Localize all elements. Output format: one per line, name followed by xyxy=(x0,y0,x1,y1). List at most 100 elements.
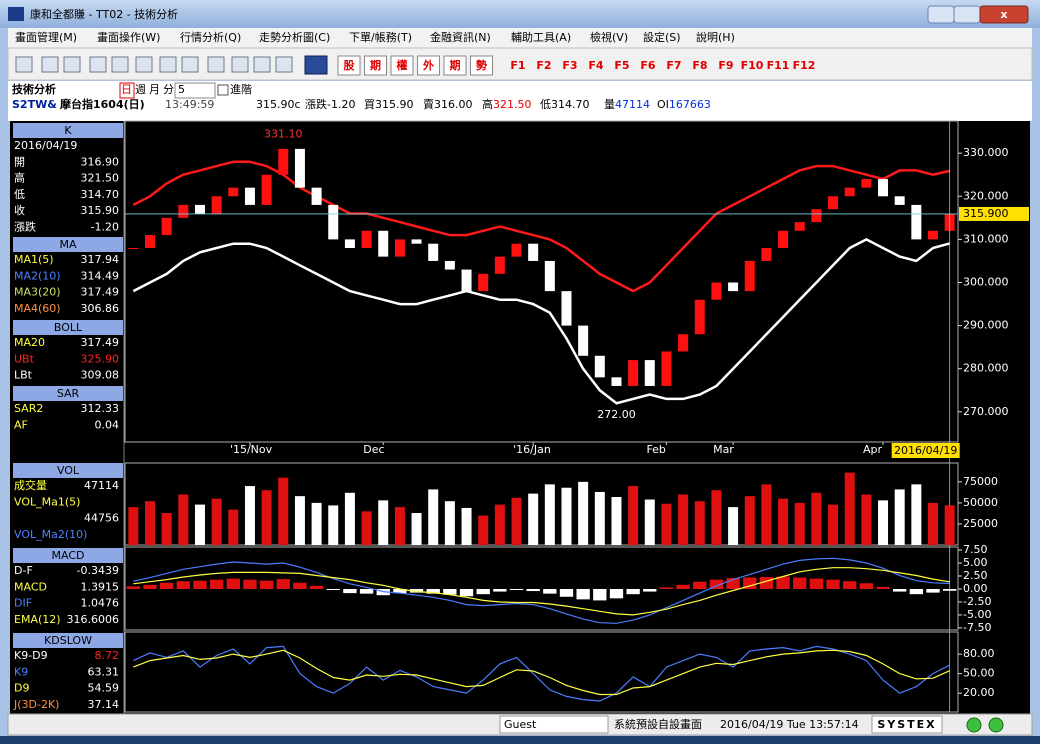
bar xyxy=(493,588,507,592)
candle xyxy=(644,360,655,386)
tool-icon[interactable] xyxy=(275,56,293,73)
function-key[interactable]: F2 xyxy=(536,59,551,72)
period-button[interactable]: 月 xyxy=(149,83,160,96)
bar xyxy=(211,498,222,545)
quote-label: OI xyxy=(657,98,669,111)
panel-label: UBt xyxy=(14,352,35,365)
menu-item[interactable]: 輔助工具(A) xyxy=(511,30,571,44)
close-button[interactable] xyxy=(979,5,1029,24)
bar xyxy=(793,577,807,589)
menu-item[interactable]: 檢視(V) xyxy=(590,30,628,44)
panel-label: 低 xyxy=(14,188,25,201)
tool-icon[interactable] xyxy=(63,56,81,73)
function-key[interactable]: F3 xyxy=(562,59,577,72)
tool-icon[interactable] xyxy=(231,56,249,73)
panel-header-label: VOL xyxy=(57,464,80,477)
minutes-select[interactable] xyxy=(174,82,216,99)
bar xyxy=(126,586,140,589)
tool-icon[interactable] xyxy=(159,56,177,73)
tool-icon[interactable] xyxy=(181,56,199,73)
panel-label: MACD xyxy=(14,580,47,593)
candle xyxy=(761,248,772,261)
function-key[interactable]: F7 xyxy=(666,59,681,72)
market-button[interactable] xyxy=(443,55,467,76)
advanced-check[interactable] xyxy=(217,84,229,96)
bar xyxy=(811,492,822,545)
function-key[interactable]: F4 xyxy=(588,59,604,72)
tool-icon[interactable] xyxy=(135,56,153,73)
chart-area xyxy=(10,121,1030,714)
maximize-button[interactable] xyxy=(953,5,981,24)
tool-icon[interactable] xyxy=(253,56,271,73)
candle xyxy=(678,334,689,352)
function-key[interactable]: F5 xyxy=(614,59,629,72)
panel-value: 314.49 xyxy=(81,269,120,282)
tool-icon[interactable] xyxy=(89,56,107,73)
panel-label: J(3D-2K) xyxy=(13,698,59,711)
logo-button[interactable] xyxy=(304,55,328,75)
x-tick-label: '15/Nov xyxy=(230,443,273,456)
status-light xyxy=(988,717,1004,733)
period-button[interactable]: 分 xyxy=(163,83,174,96)
panel-label: 開 xyxy=(14,155,25,168)
function-key[interactable]: F1 xyxy=(510,59,525,72)
candle xyxy=(578,325,589,356)
market-button-label: 勢 xyxy=(476,58,487,72)
bar xyxy=(444,501,455,545)
tool-icon[interactable] xyxy=(207,56,225,73)
menu-item[interactable]: 畫面管理(M) xyxy=(15,30,77,44)
y-tick-label: -5.00 xyxy=(963,608,991,621)
minimize-button[interactable] xyxy=(927,5,955,24)
quote-value: 316.00 xyxy=(434,98,473,111)
market-button-label: 外 xyxy=(422,58,434,72)
tool-icon[interactable] xyxy=(111,56,129,73)
advanced-label: 進階 xyxy=(230,82,252,96)
period-button[interactable]: 週 xyxy=(135,83,146,96)
candle xyxy=(494,256,505,274)
series-line xyxy=(133,645,950,702)
quote-value: -1.20 xyxy=(327,98,355,111)
bar xyxy=(226,578,240,589)
quote-item: 量47114 xyxy=(604,98,650,111)
period-button[interactable]: 日 xyxy=(121,83,132,96)
menu-item[interactable]: 畫面操作(W) xyxy=(97,30,160,44)
function-key[interactable]: F6 xyxy=(640,59,656,72)
function-key[interactable]: F8 xyxy=(692,59,707,72)
menu-item[interactable]: 說明(H) xyxy=(696,30,735,44)
bar xyxy=(459,588,474,597)
menu-item[interactable]: 設定(S) xyxy=(643,30,681,44)
quote-item: 315.90c xyxy=(256,98,301,111)
market-button[interactable] xyxy=(470,55,493,76)
candle xyxy=(794,222,805,231)
function-key[interactable]: F10 xyxy=(741,59,764,72)
market-button[interactable] xyxy=(364,55,387,76)
quote-label: 漲跌 xyxy=(305,97,327,111)
market-button[interactable] xyxy=(417,55,440,76)
panel-header-label: MACD xyxy=(52,549,85,562)
function-key[interactable]: F11 xyxy=(767,59,790,72)
bar xyxy=(761,484,772,545)
panel-frame xyxy=(124,120,959,443)
menu-item[interactable]: 下單/帳務(T) xyxy=(349,30,412,44)
market-button[interactable] xyxy=(337,55,361,76)
tool-icon[interactable] xyxy=(41,56,59,73)
menu-item[interactable]: 行情分析(Q) xyxy=(180,30,241,44)
function-key[interactable]: F9 xyxy=(718,59,733,72)
tool-icon[interactable] xyxy=(15,56,33,73)
candle xyxy=(361,230,372,249)
quote-label: 低 xyxy=(540,98,551,111)
function-key[interactable]: F12 xyxy=(793,59,816,72)
y-tick-label: 20.00 xyxy=(963,686,995,699)
bar xyxy=(394,507,405,545)
bar xyxy=(161,513,172,545)
quote-label: 賣 xyxy=(423,97,434,111)
panel-date: 2016/04/19 xyxy=(14,139,77,152)
market-button[interactable] xyxy=(390,55,414,76)
menu-item[interactable]: 金融資訊(N) xyxy=(430,30,491,44)
menu-item[interactable]: 走勢分析圖(C) xyxy=(259,30,330,44)
cursor-date-box xyxy=(891,443,960,458)
panel-header xyxy=(13,123,123,138)
close-icon: x xyxy=(1000,8,1007,21)
bar xyxy=(344,492,355,545)
